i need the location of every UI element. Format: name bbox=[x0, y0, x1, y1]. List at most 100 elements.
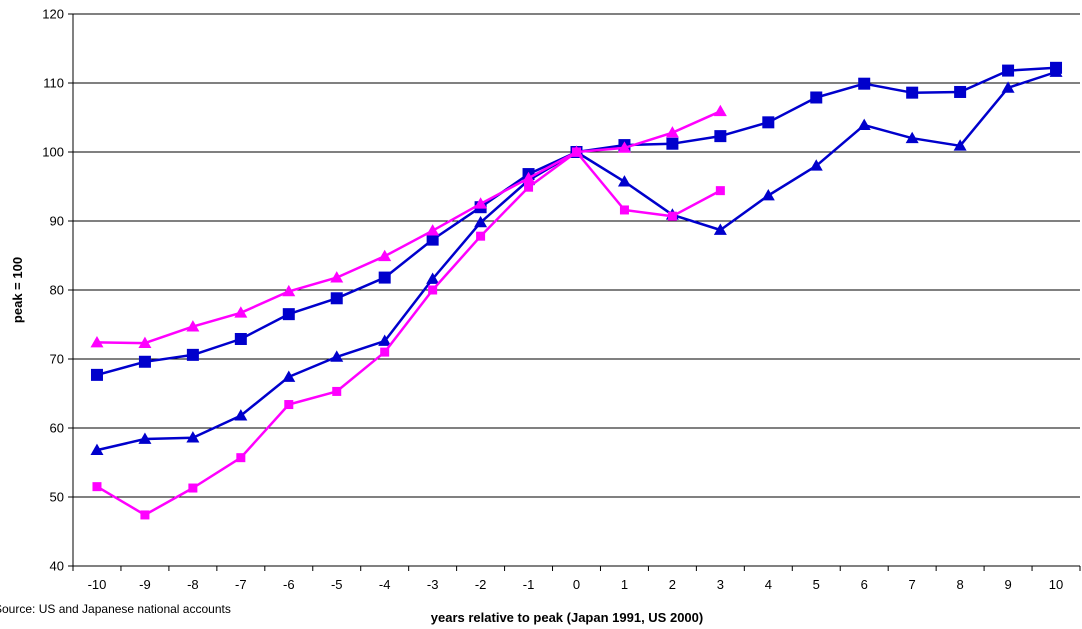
x-axis-title: years relative to peak (Japan 1991, US 2… bbox=[431, 610, 703, 625]
data-point-square bbox=[138, 355, 151, 368]
x-tick-label: 6 bbox=[861, 577, 868, 592]
y-tick-label: 100 bbox=[42, 145, 64, 160]
data-point-triangle bbox=[474, 197, 488, 209]
data-point-square bbox=[282, 308, 295, 321]
x-tick-label: 5 bbox=[813, 577, 820, 592]
data-point-square bbox=[140, 510, 150, 520]
y-axis-title: peak = 100 bbox=[10, 257, 25, 323]
data-point-square bbox=[1002, 64, 1015, 77]
data-point-square bbox=[234, 332, 247, 345]
data-point-triangle bbox=[138, 432, 152, 444]
data-point-triangle bbox=[282, 370, 296, 382]
data-point-triangle bbox=[713, 104, 727, 117]
x-tick-label: -4 bbox=[379, 577, 391, 592]
data-point-square bbox=[810, 91, 823, 104]
data-point-square bbox=[715, 186, 725, 196]
data-point-square bbox=[330, 292, 343, 305]
data-point-square bbox=[92, 482, 102, 492]
data-point-square bbox=[666, 137, 679, 150]
data-point-square bbox=[524, 182, 534, 192]
data-point-square bbox=[714, 130, 727, 143]
series-2 bbox=[90, 104, 727, 349]
data-point-triangle bbox=[1001, 81, 1015, 93]
x-tick-label: -1 bbox=[523, 577, 535, 592]
x-tick-label: 9 bbox=[1004, 577, 1011, 592]
x-tick-label: 2 bbox=[669, 577, 676, 592]
x-tick-label: 3 bbox=[717, 577, 724, 592]
data-point-triangle bbox=[665, 126, 679, 138]
data-point-triangle bbox=[378, 334, 392, 346]
x-tick-label: -7 bbox=[235, 577, 247, 592]
data-point-square bbox=[188, 483, 198, 493]
y-tick-label: 70 bbox=[50, 352, 64, 367]
x-tick-label: -10 bbox=[88, 577, 107, 592]
data-point-triangle bbox=[474, 215, 488, 228]
data-point-square bbox=[380, 347, 390, 357]
data-point-triangle bbox=[426, 224, 440, 236]
x-tick-label: -8 bbox=[187, 577, 199, 592]
data-point-triangle bbox=[857, 118, 871, 130]
data-point-triangle bbox=[186, 320, 200, 332]
data-point-square bbox=[858, 77, 871, 90]
x-tick-label: 1 bbox=[621, 577, 628, 592]
data-point-square bbox=[476, 231, 486, 241]
series-line bbox=[96, 110, 721, 345]
data-point-triangle bbox=[1049, 65, 1063, 77]
data-point-triangle bbox=[330, 271, 344, 283]
data-point-square bbox=[426, 233, 439, 246]
data-point-square bbox=[619, 205, 629, 215]
data-point-triangle bbox=[953, 139, 967, 151]
data-point-triangle bbox=[90, 443, 104, 455]
data-point-square bbox=[428, 285, 438, 295]
data-point-triangle bbox=[330, 350, 344, 362]
data-point-triangle bbox=[282, 284, 296, 297]
y-tick-label: 80 bbox=[50, 283, 64, 298]
data-point-triangle bbox=[905, 131, 919, 144]
y-tick-label: 90 bbox=[50, 214, 64, 229]
data-point-triangle bbox=[378, 249, 392, 262]
data-point-square bbox=[90, 368, 103, 381]
series-line bbox=[96, 150, 721, 517]
data-point-triangle bbox=[234, 306, 248, 318]
data-point-square bbox=[236, 453, 246, 463]
data-point-square bbox=[378, 271, 391, 284]
x-tick-label: 4 bbox=[765, 577, 772, 592]
y-tick-label: 120 bbox=[42, 7, 64, 22]
series-1 bbox=[90, 65, 1063, 455]
y-tick-label: 60 bbox=[50, 421, 64, 436]
data-point-square bbox=[667, 211, 677, 221]
x-tick-label: 7 bbox=[909, 577, 916, 592]
x-tick-label: -2 bbox=[475, 577, 487, 592]
source-note: Source: US and Japanese national account… bbox=[0, 602, 231, 616]
data-point-triangle bbox=[234, 409, 248, 421]
x-tick-label: -9 bbox=[139, 577, 151, 592]
x-tick-label: 0 bbox=[573, 577, 580, 592]
data-point-triangle bbox=[713, 223, 727, 235]
data-point-triangle bbox=[761, 188, 775, 201]
x-tick-label: -6 bbox=[283, 577, 295, 592]
data-point-square bbox=[284, 400, 294, 410]
series-line bbox=[96, 70, 1057, 452]
data-point-square bbox=[906, 86, 919, 99]
data-point-triangle bbox=[617, 175, 631, 187]
y-tick-label: 40 bbox=[50, 559, 64, 574]
series-layer bbox=[90, 61, 1063, 520]
y-tick-label: 50 bbox=[50, 490, 64, 505]
data-point-triangle bbox=[186, 431, 200, 443]
series-3 bbox=[92, 147, 725, 520]
data-point-triangle bbox=[522, 171, 536, 184]
data-point-triangle bbox=[90, 335, 104, 348]
data-point-triangle bbox=[617, 141, 631, 153]
data-point-square bbox=[332, 386, 342, 396]
data-point-triangle bbox=[138, 336, 152, 349]
data-point-square bbox=[954, 85, 967, 98]
x-tick-label: 10 bbox=[1049, 577, 1063, 592]
data-point-triangle bbox=[426, 272, 440, 284]
x-tick-label: -5 bbox=[331, 577, 343, 592]
x-tick-label: 8 bbox=[957, 577, 964, 592]
x-tick-label: -3 bbox=[427, 577, 439, 592]
y-tick-label: 110 bbox=[43, 76, 64, 91]
data-point-square bbox=[186, 348, 199, 361]
